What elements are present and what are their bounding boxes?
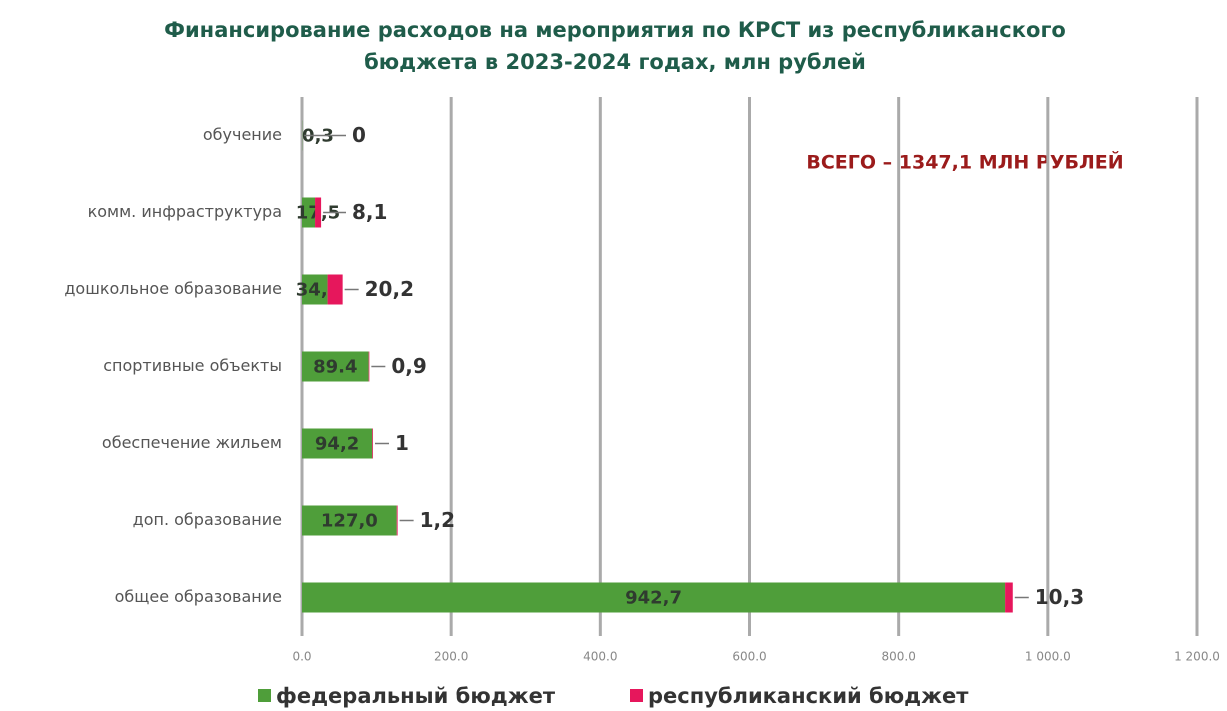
y-tick-label: комм. инфраструктура (88, 202, 282, 221)
data-label: 94,2 (315, 434, 359, 455)
chart-title: Финансирование расходов на мероприятия п… (164, 18, 1066, 74)
legend-label: республиканский бюджет (648, 684, 969, 708)
bar-segment (302, 197, 316, 228)
data-label: 10,3 (1035, 585, 1084, 609)
bar-segment (302, 351, 369, 382)
legend-swatch (258, 689, 271, 702)
legend-label: федеральный бюджет (276, 684, 556, 708)
x-tick-label: 0.0 (292, 650, 311, 664)
data-label: 1 (395, 431, 409, 455)
bar-segment (327, 274, 343, 305)
data-label: 0,9 (391, 354, 426, 378)
y-tick-label: дошкольное образование (64, 279, 282, 298)
bar-segment (302, 505, 397, 536)
bar-segment (302, 582, 1006, 613)
bar-segment (372, 428, 374, 459)
x-tick-label: 1 200.0 (1174, 650, 1220, 664)
x-tick-label: 200.0 (434, 650, 468, 664)
x-tick-label: 400.0 (583, 650, 617, 664)
data-label: 0 (352, 123, 366, 147)
bar-segment (1005, 582, 1013, 613)
data-label: 127,0 (321, 511, 378, 532)
bar-segment (302, 274, 328, 305)
legend-swatch (630, 689, 643, 702)
y-tick-label: доп. образование (133, 510, 282, 529)
data-label: 942,7 (625, 588, 682, 609)
bar-segment (302, 428, 373, 459)
data-label: 8,1 (352, 200, 387, 224)
x-tick-label: 800.0 (881, 650, 915, 664)
y-tick-label: обеспечение жильем (102, 433, 282, 452)
annotation: ВСЕГО – 1347,1 МЛН РУБЛЕЙ (806, 151, 1123, 174)
bar-segment (396, 505, 398, 536)
y-tick-label: спортивные объекты (103, 356, 282, 375)
y-tick-label: общее образование (115, 587, 282, 606)
bar-segment (368, 351, 370, 382)
data-label: 1,2 (420, 508, 455, 532)
data-label: 20,2 (365, 277, 414, 301)
data-label: 89.4 (313, 357, 357, 378)
y-tick-label: обучение (203, 125, 282, 144)
x-tick-label: 1 000.0 (1025, 650, 1071, 664)
bar-segment (315, 197, 322, 228)
x-tick-label: 600.0 (732, 650, 766, 664)
